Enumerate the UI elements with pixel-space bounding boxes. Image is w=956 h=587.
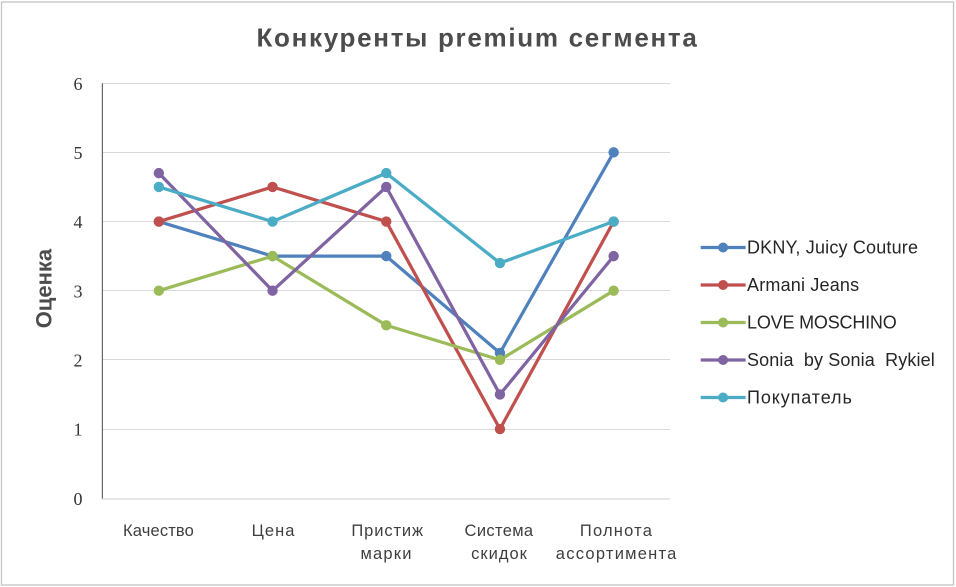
svg-text:марки: марки	[361, 545, 413, 563]
svg-text:ассортимента: ассортимента	[556, 545, 678, 563]
svg-text:Armani Jeans: Armani Jeans	[747, 275, 859, 295]
svg-text:0: 0	[74, 489, 83, 509]
svg-text:2: 2	[74, 350, 83, 370]
svg-text:Sonia by Sonia Rykiel: Sonia by Sonia Rykiel	[747, 350, 935, 370]
svg-text:Пристиж: Пристиж	[351, 522, 424, 540]
svg-text:4: 4	[74, 212, 83, 232]
svg-text:6: 6	[74, 74, 83, 94]
svg-text:LOVE MOSCHINO: LOVE MOSCHINO	[747, 313, 897, 333]
svg-text:DKNY, Juicy Couture: DKNY, Juicy Couture	[747, 238, 918, 258]
svg-text:Цена: Цена	[252, 522, 296, 540]
svg-text:5: 5	[74, 143, 83, 163]
svg-text:3: 3	[74, 281, 83, 301]
svg-text:Покупатель: Покупатель	[747, 388, 853, 408]
svg-text:скидок: скидок	[471, 545, 528, 563]
svg-text:Система: Система	[465, 522, 534, 540]
svg-text:Конкуренты premium сегмента: Конкуренты premium сегмента	[256, 23, 698, 53]
svg-text:Качество: Качество	[123, 522, 194, 540]
svg-text:Оценка: Оценка	[32, 248, 57, 328]
svg-text:Полнота: Полнота	[580, 522, 653, 540]
svg-text:1: 1	[74, 420, 83, 440]
